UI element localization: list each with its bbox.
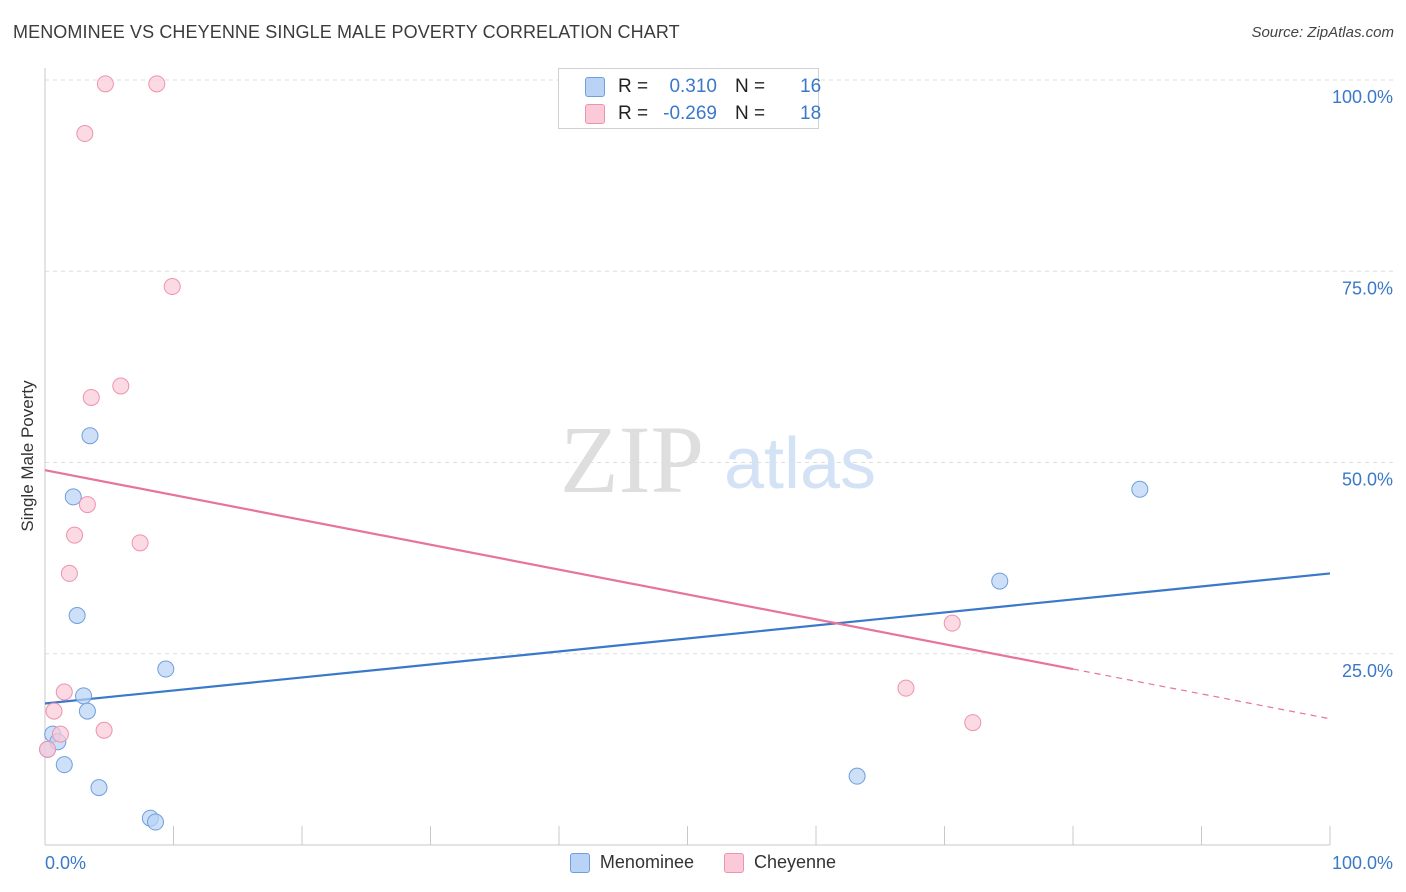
axes (44, 68, 1331, 846)
menominee-swatch (569, 852, 590, 873)
trend-lines (44, 469, 1331, 720)
point-menominee (55, 756, 73, 774)
point-menominee (1131, 480, 1149, 498)
point-cheyenne (78, 496, 96, 514)
point-menominee (75, 687, 93, 705)
point-cheyenne (45, 702, 63, 720)
point-cheyenne (95, 721, 113, 739)
legend-label: Cheyenne (753, 852, 837, 872)
point-cheyenne (897, 679, 915, 697)
n-label: N = (735, 76, 766, 97)
point-cheyenne (96, 75, 114, 93)
point-cheyenne (112, 377, 130, 395)
y-tick-label: 75.0% (1342, 278, 1393, 298)
legend-label: Menominee (599, 852, 694, 872)
n-label: N = (735, 103, 766, 124)
point-menominee (64, 488, 82, 506)
point-cheyenne (39, 740, 57, 758)
point-cheyenne (60, 564, 78, 582)
point-menominee (81, 427, 99, 445)
chart-title: MENOMINEE VS CHEYENNE SINGLE MALE POVERT… (13, 22, 680, 42)
n-value: 16 (800, 76, 822, 97)
point-menominee (848, 767, 866, 785)
point-cheyenne (82, 388, 100, 406)
watermark-zip: ZIP (560, 406, 704, 513)
grid (45, 79, 1393, 655)
point-menominee (157, 660, 175, 678)
x-tick-label: 100.0% (1332, 853, 1393, 873)
y-tick-labels: 25.0% 50.0% 75.0% 100.0% (1332, 87, 1393, 681)
cheyenne-swatch (723, 852, 744, 873)
r-label: R = (618, 103, 649, 124)
y-tick-label: 50.0% (1342, 470, 1393, 490)
x-tick-labels: 0.0% 100.0% (45, 853, 1393, 873)
point-cheyenne (148, 75, 166, 93)
point-cheyenne (131, 534, 149, 552)
point-cheyenne (964, 714, 982, 732)
point-menominee (78, 702, 96, 720)
watermark-atlas: atlas (724, 424, 876, 504)
point-cheyenne (76, 125, 94, 143)
data-points (39, 75, 1149, 831)
point-cheyenne (66, 526, 84, 544)
trend-extension-cheyenne (1072, 668, 1331, 720)
x-tick-label: 0.0% (45, 853, 86, 873)
n-value: 18 (800, 103, 822, 124)
point-menominee (147, 813, 165, 831)
y-tick-label: 100.0% (1332, 87, 1393, 107)
point-menominee (991, 572, 1009, 590)
menominee-swatch (585, 77, 605, 97)
point-cheyenne (163, 278, 181, 296)
legend-item-menominee: Menominee (569, 852, 694, 873)
cheyenne-swatch (585, 104, 605, 124)
stats-legend: R = 0.310 N = 16 R = -0.269 N = 18 (558, 68, 822, 129)
r-value: -0.269 (663, 103, 717, 124)
point-menominee (90, 779, 108, 797)
r-label: R = (618, 76, 649, 97)
point-cheyenne (51, 725, 69, 743)
trend-line-menominee (44, 572, 1331, 705)
trend-line-cheyenne (44, 469, 1074, 671)
point-menominee (68, 607, 86, 624)
legend-item-cheyenne: Cheyenne (723, 852, 837, 873)
r-value: 0.310 (669, 76, 717, 97)
watermark: ZIP atlas (560, 406, 876, 513)
point-cheyenne (55, 683, 73, 701)
point-cheyenne (943, 614, 961, 632)
y-tick-label: 25.0% (1342, 661, 1393, 681)
series-legend: Menominee Cheyenne (0, 852, 1406, 873)
source-label: Source: ZipAtlas.com (1251, 24, 1394, 41)
